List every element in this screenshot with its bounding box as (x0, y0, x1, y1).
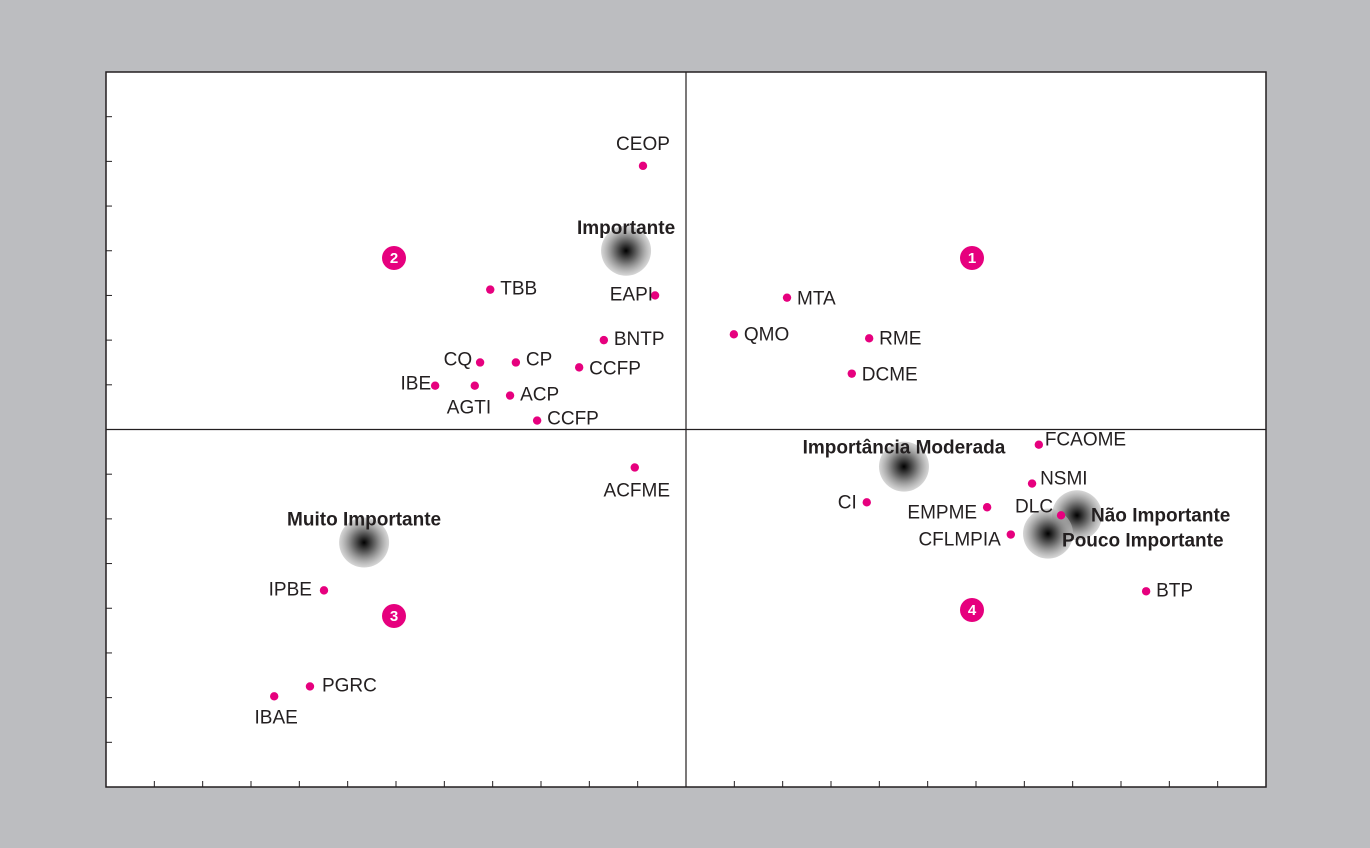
point (532, 416, 542, 425)
modality-label: Pouco Importante (1062, 531, 1224, 552)
point-label: CCFP (547, 409, 599, 430)
modality-label: Não Importante (1091, 505, 1230, 526)
point-label: DCME (862, 365, 918, 386)
point-label: EAPI (610, 284, 653, 305)
point (847, 369, 856, 378)
point (1141, 587, 1151, 596)
point (729, 330, 739, 339)
point-label: CQ (444, 349, 473, 370)
point-label: CCFP (589, 358, 641, 379)
point-label: EMPME (907, 502, 977, 523)
point (470, 381, 479, 390)
modality-label: Importância Moderada (803, 438, 1006, 459)
point-label: DLC (1015, 496, 1053, 517)
point-label: CFLMPIA (918, 530, 1001, 551)
quadrant-badge (960, 598, 984, 622)
point-label: TBB (500, 279, 537, 300)
point (486, 285, 495, 294)
point (650, 291, 660, 300)
quadrant-label: 2 (390, 250, 398, 267)
point-label: BNTP (614, 329, 665, 350)
modality-point (339, 517, 390, 568)
quadrant-label: 1 (968, 250, 976, 267)
point (599, 335, 609, 345)
point (864, 334, 874, 343)
quadrant-badge (960, 246, 984, 270)
point-label: AGTI (447, 398, 491, 419)
modality-point (601, 225, 652, 276)
quadrant-badge (382, 604, 406, 628)
point (1034, 440, 1044, 449)
point (1056, 511, 1066, 520)
quadrant-label: 4 (968, 602, 977, 619)
point (638, 161, 648, 171)
point (475, 358, 485, 367)
quadrant-label: 3 (390, 608, 398, 625)
point (319, 586, 329, 595)
point (1006, 530, 1015, 539)
point (782, 293, 792, 302)
point (511, 358, 521, 367)
point (305, 682, 315, 691)
point-label: PGRC (322, 675, 377, 696)
point-label: NSMI (1040, 469, 1088, 490)
point (574, 363, 584, 372)
point-label: QMO (744, 324, 789, 345)
quadrant-badge (382, 246, 406, 270)
point (982, 503, 992, 512)
point (505, 391, 515, 400)
point-label: IBE (401, 374, 432, 395)
point (430, 381, 440, 390)
modality-label: Importante (577, 218, 675, 239)
point-label: BTP (1156, 580, 1193, 601)
point-label: ACP (520, 385, 559, 406)
point (270, 692, 279, 701)
point-label: CEOP (616, 134, 670, 155)
point (630, 463, 639, 472)
point (1027, 479, 1037, 488)
point-label: CP (526, 349, 552, 370)
point-label: FCAOME (1045, 430, 1126, 451)
point-label: MTA (797, 289, 836, 310)
modality-point (1023, 508, 1074, 559)
point-label: ACFME (604, 481, 671, 502)
point-label: RME (879, 328, 921, 349)
modality-label: Muito Importante (287, 510, 441, 531)
modality-point (878, 441, 929, 492)
point-label: CI (838, 492, 857, 513)
point-label: IPBE (269, 579, 312, 600)
point-label: IBAE (255, 707, 298, 728)
point (862, 498, 871, 507)
